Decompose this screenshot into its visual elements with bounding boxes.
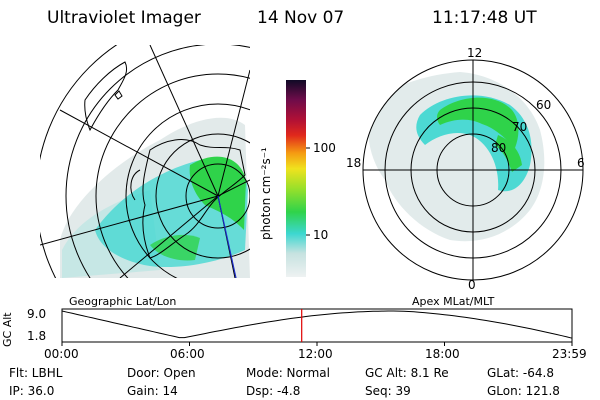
mlat-label-60: 60 bbox=[536, 98, 552, 112]
mlt-label-18: 18 bbox=[346, 156, 362, 170]
mlat-label-70: 70 bbox=[512, 120, 528, 134]
altitude-plot bbox=[61, 308, 573, 346]
polar-panel bbox=[362, 59, 584, 281]
alt-xtick-0600: 06:00 bbox=[170, 347, 205, 361]
polar-panel-label: Apex MLat/MLT bbox=[412, 295, 495, 308]
geographic-panel bbox=[40, 45, 250, 278]
door-info: Door: Open bbox=[127, 366, 196, 380]
filter-info: Flt: LBHL bbox=[9, 366, 63, 380]
alt-xtick-2359: 23:59 bbox=[552, 347, 587, 361]
colorbar-unit-label: photon cm⁻²s⁻¹ bbox=[259, 147, 273, 240]
colorbar-tick-10: 10 bbox=[313, 228, 329, 242]
gc-altitude-info: GC Alt: 8.1 Re bbox=[365, 366, 449, 380]
alt-xtick-1800: 18:00 bbox=[425, 347, 460, 361]
mlat-label-80: 80 bbox=[491, 141, 507, 155]
date-label: 14 Nov 07 bbox=[257, 8, 345, 28]
alt-ylabel: GC Alt bbox=[1, 312, 14, 347]
ip-info: IP: 36.0 bbox=[9, 384, 55, 398]
dsp-info: Dsp: -4.8 bbox=[246, 384, 301, 398]
geo-lon-info: GLon: 121.8 bbox=[487, 384, 560, 398]
gain-info: Gain: 14 bbox=[127, 384, 178, 398]
sequence-info: Seq: 39 bbox=[365, 384, 411, 398]
instrument-title: Ultraviolet Imager bbox=[47, 8, 201, 28]
alt-ytick-9: 9.0 bbox=[27, 307, 47, 321]
geo-panel-label: Geographic Lat/Lon bbox=[69, 295, 177, 308]
mlt-label-6: 6 bbox=[577, 156, 585, 170]
colorbar-tick-100: 100 bbox=[313, 141, 336, 155]
alt-xtick-1200: 12:00 bbox=[298, 347, 333, 361]
mode-info: Mode: Normal bbox=[246, 366, 330, 380]
mlt-label-12: 12 bbox=[467, 46, 483, 60]
geo-lat-info: GLat: -64.8 bbox=[487, 366, 554, 380]
colorbar bbox=[286, 80, 306, 277]
alt-xtick-0000: 00:00 bbox=[44, 347, 79, 361]
time-label: 11:17:48 UT bbox=[432, 8, 537, 28]
alt-ytick-1-8: 1.8 bbox=[27, 329, 47, 343]
mlt-label-0: 0 bbox=[468, 278, 476, 292]
